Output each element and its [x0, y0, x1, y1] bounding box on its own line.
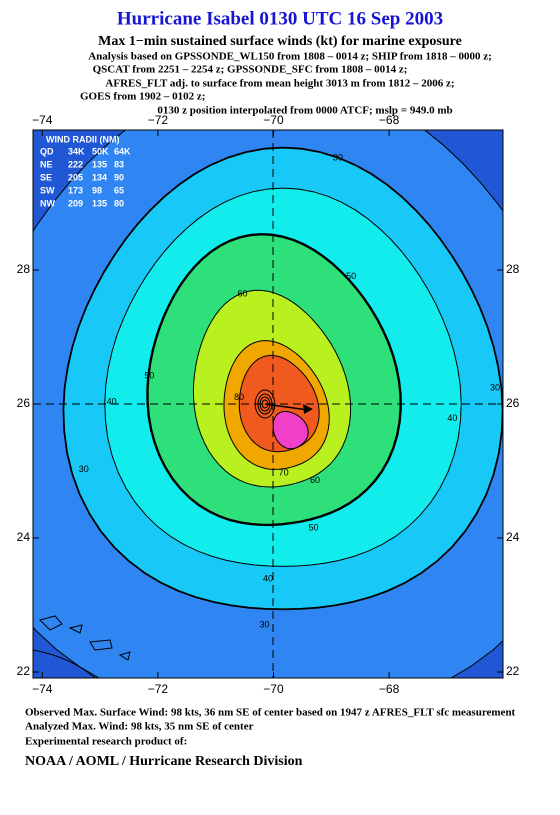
y-tick-label: 28	[506, 262, 520, 276]
contour-label: 20	[10, 239, 20, 249]
title: Hurricane Isabel 0130 UTC 16 Sep 2003	[117, 8, 443, 29]
analysis-line: QSCAT from 2251 – 2254 z; GPSSONDE_SFC f…	[93, 64, 408, 76]
radii-header: QD	[40, 146, 54, 156]
analysis-line: Analysis based on GPSSONDE_WL150 from 18…	[88, 51, 492, 63]
radii-cell: 205	[68, 172, 83, 182]
radii-header: 50K	[92, 146, 109, 156]
radii-header: 64K	[114, 146, 131, 156]
footer-line: Observed Max. Surface Wind: 98 kts, 36 n…	[25, 707, 516, 719]
map-overlay: −74 −74 −72 −72 −70 −70 −68 −68 22 22 24 24 26 26 28 28…	[17, 113, 520, 696]
contour-label: 50	[346, 271, 356, 281]
analysis-line: 0130 z position interpolated from 0000 A…	[157, 105, 452, 117]
y-tick-label: 26	[506, 396, 520, 410]
credit: NOAA / AOML / Hurricane Research Divisio…	[25, 754, 303, 769]
y-tick-label: 22	[17, 664, 31, 678]
contour-label: 40	[447, 413, 457, 423]
radii-cell: 135	[92, 198, 107, 208]
motion-arrow	[264, 403, 309, 411]
motion-arrow-head	[303, 404, 313, 414]
x-tick-label: −72	[148, 113, 169, 127]
radii-cell: 173	[68, 185, 83, 195]
x-tick-label: −74	[32, 113, 53, 127]
coastline	[39, 615, 131, 661]
contour-label: 30	[260, 619, 270, 629]
y-tick-label: 26	[17, 396, 31, 410]
y-tick-label: 28	[17, 262, 31, 276]
x-tick-label: −68	[379, 682, 400, 696]
radii-cell: 83	[114, 159, 124, 169]
radii-cell: 80	[114, 198, 124, 208]
analysis-line: GOES from 1902 – 0102 z;	[80, 91, 205, 103]
x-tick-label: −70	[263, 682, 284, 696]
y-tick-label: 24	[17, 530, 31, 544]
radii-cell: 209	[68, 198, 83, 208]
contour-label: 50	[309, 523, 319, 533]
contour-label: 80	[234, 392, 244, 402]
contour-label: 60	[237, 288, 247, 298]
x-tick-label: −68	[379, 113, 400, 127]
radii-cell: 134	[92, 172, 107, 182]
contour-label: 70	[279, 467, 289, 477]
radii-cell: 135	[92, 159, 107, 169]
radii-cell: SW	[40, 185, 55, 195]
radii-cell: SE	[40, 172, 52, 182]
radii-cell: 90	[114, 172, 124, 182]
radii-title: WIND RADII (NM)	[46, 134, 120, 144]
contour-label: 30	[490, 382, 500, 392]
x-tick-label: −70	[263, 113, 284, 127]
contour-label: 40	[263, 574, 273, 584]
footer-line: Analyzed Max. Wind: 98 kts, 35 nm SE of …	[25, 721, 254, 733]
analysis-line: AFRES_FLT adj. to surface from mean heig…	[105, 78, 454, 90]
x-tick-label: −72	[148, 682, 169, 696]
x-tick-label: −74	[32, 682, 53, 696]
contour-label: 30	[333, 152, 343, 162]
radii-header: 34K	[68, 146, 85, 156]
wind-contour	[272, 410, 309, 450]
subtitle: Max 1−min sustained surface winds (kt) f…	[98, 34, 462, 49]
radii-cell: 222	[68, 159, 83, 169]
radii-cell: 65	[114, 185, 124, 195]
contour-label: 30	[79, 464, 89, 474]
contour-label: 50	[144, 370, 154, 380]
radii-cell: 98	[92, 185, 102, 195]
contour-label: 40	[107, 396, 117, 406]
y-tick-label: 22	[506, 664, 520, 678]
contour-label: 60	[310, 475, 320, 485]
radii-cell: NW	[40, 198, 55, 208]
footer-line: Experimental research product of:	[25, 736, 187, 748]
radii-cell: NE	[40, 159, 53, 169]
y-tick-label: 24	[506, 530, 520, 544]
